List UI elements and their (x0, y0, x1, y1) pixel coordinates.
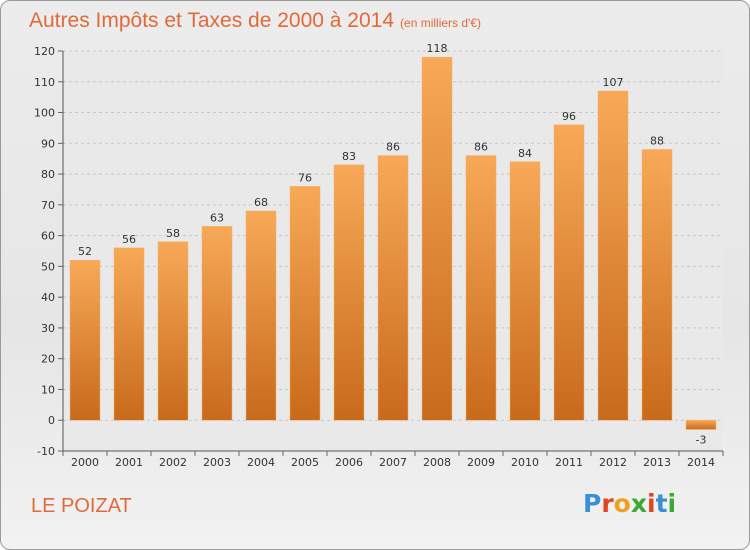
y-tick-label: 20 (41, 353, 55, 366)
data-label-2000: 52 (78, 245, 92, 258)
x-tick-label: 2004 (247, 456, 275, 469)
y-tick-label: -10 (37, 445, 55, 458)
data-label-2006: 83 (342, 150, 356, 163)
data-label-2005: 76 (298, 171, 312, 184)
x-tick-label: 2000 (71, 456, 99, 469)
x-tick-label: 2003 (203, 456, 231, 469)
y-tick-label: 120 (34, 45, 55, 58)
logo-letter: i (667, 489, 677, 518)
y-tick-label: 0 (48, 414, 55, 427)
data-label-2013: 88 (650, 134, 664, 147)
y-tick-label: 70 (41, 199, 55, 212)
y-tick-label: 10 (41, 383, 55, 396)
x-tick-label: 2006 (335, 456, 363, 469)
x-tick-label: 2010 (511, 456, 539, 469)
y-tick-label: 60 (41, 230, 55, 243)
y-tick-label: 100 (34, 107, 55, 120)
bar-2012 (597, 90, 629, 421)
x-tick-label: 2011 (555, 456, 583, 469)
y-tick-label: 50 (41, 260, 55, 273)
y-tick-label: 110 (34, 76, 55, 89)
x-tick-label: 2008 (423, 456, 451, 469)
logo-letter: x (630, 489, 647, 518)
bar-2002 (157, 241, 189, 421)
logo-letter: r (601, 489, 614, 518)
x-tick-label: 2013 (643, 456, 671, 469)
logo-letter: i (647, 489, 656, 518)
data-label-2002: 58 (166, 227, 180, 240)
x-tick-label: 2002 (159, 456, 187, 469)
data-label-2012: 107 (603, 76, 624, 89)
chart-title-unit: (en milliers d'€) (400, 16, 482, 30)
bar-2009 (465, 155, 497, 421)
y-tick-label: 40 (41, 291, 55, 304)
data-label-2011: 96 (562, 110, 576, 123)
bar-2004 (245, 210, 277, 421)
data-label-2008: 118 (427, 42, 448, 55)
bar-2006 (333, 164, 365, 421)
x-tick-label: 2005 (291, 456, 319, 469)
data-label-2009: 86 (474, 141, 488, 154)
x-tick-label: 2014 (687, 456, 715, 469)
y-tick-label: 80 (41, 168, 55, 181)
bar-2008 (421, 56, 453, 421)
bar-2005 (289, 186, 321, 421)
bar-2007 (377, 155, 409, 421)
proxiti-logo: Proxiti (583, 489, 676, 518)
x-tick-label: 2009 (467, 456, 495, 469)
logo-letter: o (613, 489, 631, 518)
bar-2013 (641, 149, 673, 421)
data-label-2010: 84 (518, 147, 532, 160)
chart-title: Autres Impôts et Taxes de 2000 à 2014 (en… (29, 9, 481, 33)
logo-letter: t (655, 489, 668, 518)
data-label-2004: 68 (254, 196, 268, 209)
bar-2003 (201, 226, 233, 421)
bar-2011 (553, 124, 585, 421)
x-tick-label: 2001 (115, 456, 143, 469)
data-label-2003: 63 (210, 211, 224, 224)
logo-letter: P (583, 489, 602, 518)
y-tick-label: 90 (41, 137, 55, 150)
bar-2014 (685, 419, 717, 430)
bar-2001 (113, 247, 145, 421)
x-tick-label: 2012 (599, 456, 627, 469)
data-label-2014: -3 (696, 433, 707, 446)
commune-name: LE POIZAT (31, 495, 132, 517)
bar-2000 (69, 259, 101, 421)
data-label-2007: 86 (386, 141, 400, 154)
chart-title-main: Autres Impôts et Taxes de 2000 à 2014 (29, 9, 395, 32)
x-tick-label: 2007 (379, 456, 407, 469)
data-label-2001: 56 (122, 233, 136, 246)
y-tick-label: 30 (41, 322, 55, 335)
bar-2010 (509, 161, 541, 421)
